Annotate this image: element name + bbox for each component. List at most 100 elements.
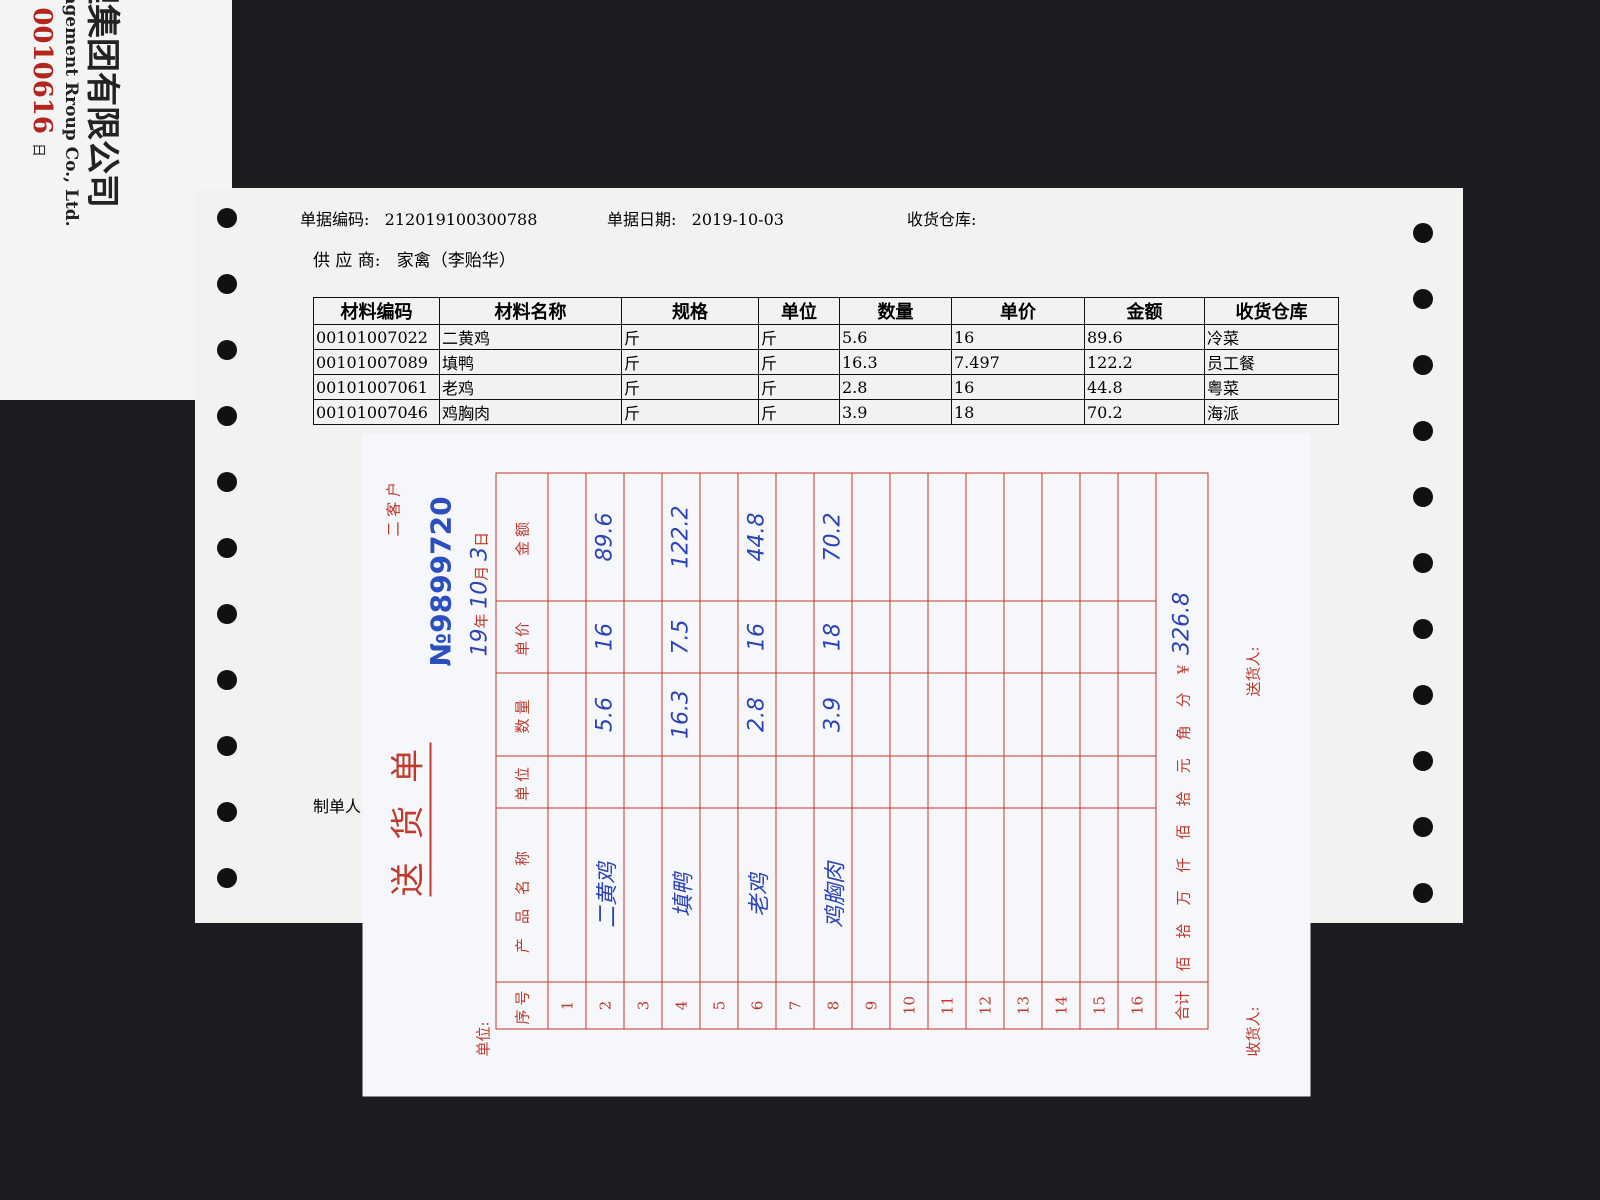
cell <box>586 756 624 808</box>
table-row: 16 <box>1118 473 1156 1029</box>
cell: 海派 <box>1204 399 1339 425</box>
cell <box>700 756 738 808</box>
cell <box>1004 601 1042 673</box>
cell <box>890 673 928 756</box>
handwritten-name: 二黄鸡 <box>595 862 620 929</box>
handwritten-name: 老鸡 <box>747 873 772 918</box>
table-row: 11 <box>928 473 966 1029</box>
cell <box>852 601 890 673</box>
hole <box>217 670 237 690</box>
hole <box>1413 751 1433 771</box>
cell <box>1080 808 1118 982</box>
cell: 16 <box>738 601 776 673</box>
header-cell: 材料名称 <box>439 297 622 325</box>
cell <box>852 756 890 808</box>
cell <box>890 756 928 808</box>
cell: 122.2 <box>1084 349 1205 375</box>
delivery-table: 序号 产品名称 单位 数量 单价 金额 1 2 二黄鸡 5.6 16 89.6 3 4 填鸭 16.3 7.5 1… <box>496 473 1209 1030</box>
cell <box>738 756 776 808</box>
hole <box>217 538 237 558</box>
cell <box>776 808 814 982</box>
cell: 5.6 <box>839 324 952 350</box>
row-number: 11 <box>928 982 966 1029</box>
row-number: 1 <box>548 982 586 1029</box>
cell: 粤菜 <box>1204 374 1339 400</box>
cell: 7.497 <box>951 349 1085 375</box>
cell: 18 <box>951 399 1085 425</box>
hole <box>1413 883 1433 903</box>
hole <box>217 868 237 888</box>
supplier-row: 供 应 商: 家禽（李贻华） <box>313 246 516 271</box>
cell: 122.2 <box>662 473 700 601</box>
currency: ¥ <box>1174 664 1193 675</box>
total-row: 合计 佰拾万仟佰拾元角分¥326.8 <box>1156 473 1208 1029</box>
table-row: 13 <box>1004 473 1042 1029</box>
number: 0010616 <box>27 7 57 134</box>
handwritten-price: 16 <box>592 623 618 651</box>
table-row: 8 鸡胸肉 3.9 18 70.2 <box>814 473 852 1029</box>
table-row: 5 <box>700 473 738 1029</box>
cell <box>1118 808 1156 982</box>
header-cell: 单位 <box>496 756 548 808</box>
hole <box>1413 553 1433 573</box>
table-row: 12 <box>966 473 1004 1029</box>
cell: 89.6 <box>1084 324 1205 350</box>
note-number: №9899720 <box>424 496 458 667</box>
cell <box>928 601 966 673</box>
code: 212019100300788 <box>384 210 538 229</box>
hole <box>1413 619 1433 639</box>
table-row: 2 二黄鸡 5.6 16 89.6 <box>586 473 624 1029</box>
note-title: 送 货 单 <box>380 742 432 897</box>
header-cell: 数量 <box>839 297 952 325</box>
cell <box>624 756 662 808</box>
date-row: 单据日期: 2019-10-03 <box>607 206 784 230</box>
cell <box>814 756 852 808</box>
cell <box>1004 673 1042 756</box>
table-row: 7 <box>776 473 814 1029</box>
date-label: 单据日期: <box>607 210 677 229</box>
amount-unit: 仟 <box>1174 857 1193 873</box>
cell <box>776 601 814 673</box>
header-cell: 单价 <box>496 601 548 673</box>
cell <box>1042 601 1080 673</box>
table-row: 4 填鸭 16.3 7.5 122.2 <box>662 473 700 1029</box>
hole <box>217 406 237 426</box>
cell <box>928 673 966 756</box>
cell: 斤 <box>621 374 759 400</box>
cell <box>928 473 966 601</box>
header-row: 材料编码 材料名称 规格 单位 数量 单价 金额 收货仓库 <box>313 297 1339 325</box>
cell <box>624 673 662 756</box>
amount-unit: 角 <box>1174 725 1193 741</box>
cell: 鸡胸肉 <box>814 808 852 982</box>
day-label: 日 <box>30 143 46 158</box>
table-row: 3 <box>624 473 662 1029</box>
copy-label: 二 客 户 <box>384 481 403 537</box>
header-cell: 单价 <box>951 297 1085 325</box>
cell: 7.5 <box>662 601 700 673</box>
cell: 70.2 <box>814 473 852 601</box>
cell: 00101007046 <box>313 399 440 425</box>
cell <box>1080 473 1118 601</box>
cell <box>890 808 928 982</box>
cell: 5.6 <box>586 673 624 756</box>
cell <box>966 756 1004 808</box>
table-row: 6 老鸡 2.8 16 44.8 <box>738 473 776 1029</box>
cell <box>548 601 586 673</box>
cell: 18 <box>814 601 852 673</box>
cell <box>1042 756 1080 808</box>
cell: 70.2 <box>1084 399 1205 425</box>
cell <box>1042 808 1080 982</box>
amount-unit: 元 <box>1174 758 1193 774</box>
cell <box>700 673 738 756</box>
hole <box>1413 685 1433 705</box>
receiver-label: 收货人: <box>1244 1006 1263 1057</box>
cell <box>852 473 890 601</box>
cell <box>548 473 586 601</box>
cell: 89.6 <box>586 473 624 601</box>
handwritten-amount: 70.2 <box>820 512 846 562</box>
cell <box>928 808 966 982</box>
total-label: 合计 <box>1156 982 1208 1029</box>
cell <box>1042 473 1080 601</box>
cell <box>1118 473 1156 601</box>
